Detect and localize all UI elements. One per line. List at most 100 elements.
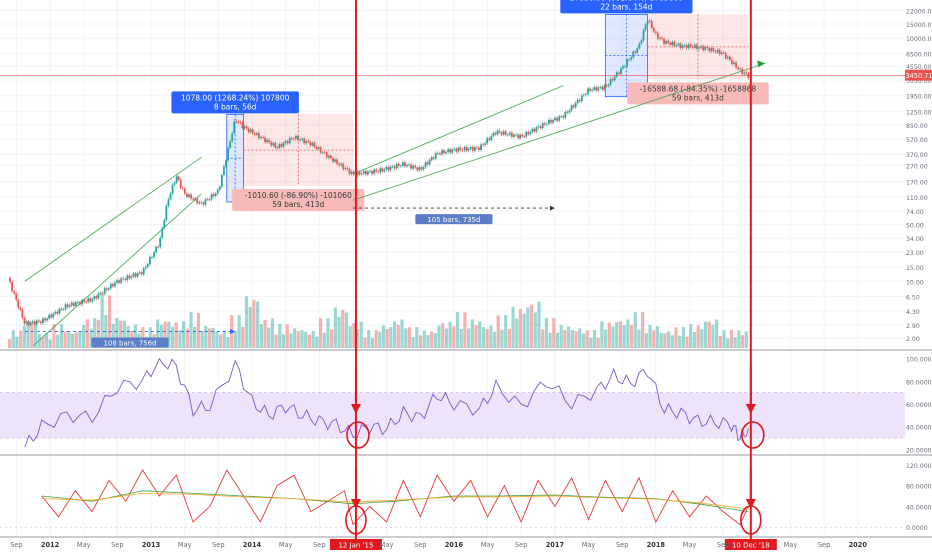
vertical-marker-label-box-0: [329, 539, 382, 550]
candle-body: [597, 87, 600, 91]
stoch-line-2[interactable]: [41, 492, 749, 510]
candle-body: [447, 149, 450, 152]
stoch-line-0[interactable]: [41, 469, 749, 526]
volume-bar: [396, 324, 400, 348]
candle-body: [704, 47, 707, 51]
candle-body: [671, 41, 674, 45]
volume-bar: [211, 327, 215, 348]
candle-body: [438, 153, 441, 155]
measure-label-line1-3: -16588.68 (-84.35%) -1658868: [640, 84, 757, 93]
volume-bar: [474, 324, 478, 348]
rsi-tick-label: 100.0000: [906, 357, 932, 364]
stoch-arrow-head-1: [745, 499, 756, 509]
candle-body: [622, 66, 624, 69]
measure-label-box-0: [171, 91, 299, 114]
volume-bar: [281, 334, 286, 348]
volume-bar: [563, 329, 567, 348]
candle-body: [504, 131, 507, 135]
volume-bar: [178, 330, 182, 348]
volume-bar: [622, 325, 626, 348]
volume-bar: [629, 324, 634, 348]
time-tick-label: May: [178, 541, 192, 549]
candle-body: [243, 126, 246, 129]
volume-bar: [256, 301, 260, 348]
trendline-0[interactable]: [32, 193, 202, 347]
volume-bar: [304, 331, 308, 348]
candle-body: [375, 169, 378, 172]
candle-body: [395, 163, 398, 169]
candle-body: [227, 147, 229, 161]
candle-body: [362, 170, 365, 174]
volume-bar: [515, 318, 519, 348]
candle-body: [414, 165, 417, 168]
rsi-axis[interactable]: 100.0000 80.0000 60.0000 40.0000 20.0000: [906, 357, 932, 455]
time-axis[interactable]: Sep 2012 May Sep 2013 May Sep 2014 May Sep May Sep 2…: [10, 541, 867, 549]
candle-body: [214, 193, 217, 196]
time-tick-label: 2014: [243, 541, 262, 549]
volume-bar: [518, 309, 523, 348]
candle-body: [391, 166, 394, 168]
volume-bar: [370, 338, 374, 348]
candle-body: [609, 79, 612, 85]
candle-body: [167, 199, 170, 206]
candle-body: [572, 105, 575, 108]
volume-bar: [718, 336, 722, 348]
measure-range-1[interactable]: [243, 114, 353, 186]
price-axis[interactable]: 22000.00 15000.00 10000.00 6500.00 4550.00 30…: [905, 8, 932, 343]
candle-body: [155, 246, 157, 253]
volume-bar: [470, 319, 474, 348]
rsi-circle-0: [346, 421, 370, 449]
candle-body: [691, 46, 694, 48]
price-tick-label: 570.00: [906, 137, 928, 144]
volume-bar: [526, 307, 530, 348]
volume-bar: [511, 306, 515, 348]
volume-bar: [111, 323, 115, 348]
candle-body: [371, 171, 373, 174]
candle-body: [136, 273, 139, 277]
trendlines: [24, 60, 766, 347]
volume-bar: [500, 329, 504, 348]
rsi-panel[interactable]: [0, 357, 905, 448]
stochastic-panel[interactable]: [0, 469, 905, 528]
volume-bar: [437, 325, 441, 348]
candle-body: [216, 189, 219, 194]
candle-body: [218, 186, 221, 190]
trendline-3[interactable]: [352, 85, 564, 175]
measure-label-line1-2: 17836.00 (961.84%) 1783600: [570, 0, 683, 2]
volume-bar: [548, 332, 552, 348]
volume-bar: [615, 322, 619, 348]
candle-body: [718, 49, 721, 55]
candle-body: [675, 45, 678, 47]
candle-body: [239, 122, 242, 124]
candle-body: [315, 146, 318, 149]
marker-callouts-0: [345, 367, 370, 535]
trendline-1[interactable]: [24, 156, 202, 282]
volume-bar: [740, 335, 745, 348]
candle-body: [17, 299, 20, 308]
volume-bar: [318, 318, 323, 348]
candle-body: [301, 138, 303, 140]
trendline-2[interactable]: [352, 62, 766, 201]
candle-body: [196, 198, 199, 204]
candle-body: [412, 165, 415, 169]
volume-bar: [407, 327, 412, 348]
stoch-axis[interactable]: 120.0000 80.0000 40.0000 0.0000: [906, 463, 932, 532]
stoch-line-1[interactable]: [41, 490, 749, 512]
candle-body: [206, 199, 209, 201]
rsi-line[interactable]: [24, 357, 749, 448]
volume-bar: [626, 319, 630, 348]
candle-body: [161, 227, 164, 238]
candle-body: [451, 149, 454, 153]
candle-body: [496, 130, 499, 135]
candle-body: [484, 143, 487, 146]
candle-body: [389, 166, 392, 171]
volume-bar: [207, 328, 212, 348]
volume-bar: [278, 324, 282, 348]
volume-bar: [11, 330, 15, 348]
volume-bar: [418, 335, 423, 348]
volume-bar: [219, 334, 223, 348]
volume-bar: [226, 336, 230, 348]
candle-body: [383, 169, 386, 172]
price-tick-label: 110.00: [906, 195, 928, 202]
